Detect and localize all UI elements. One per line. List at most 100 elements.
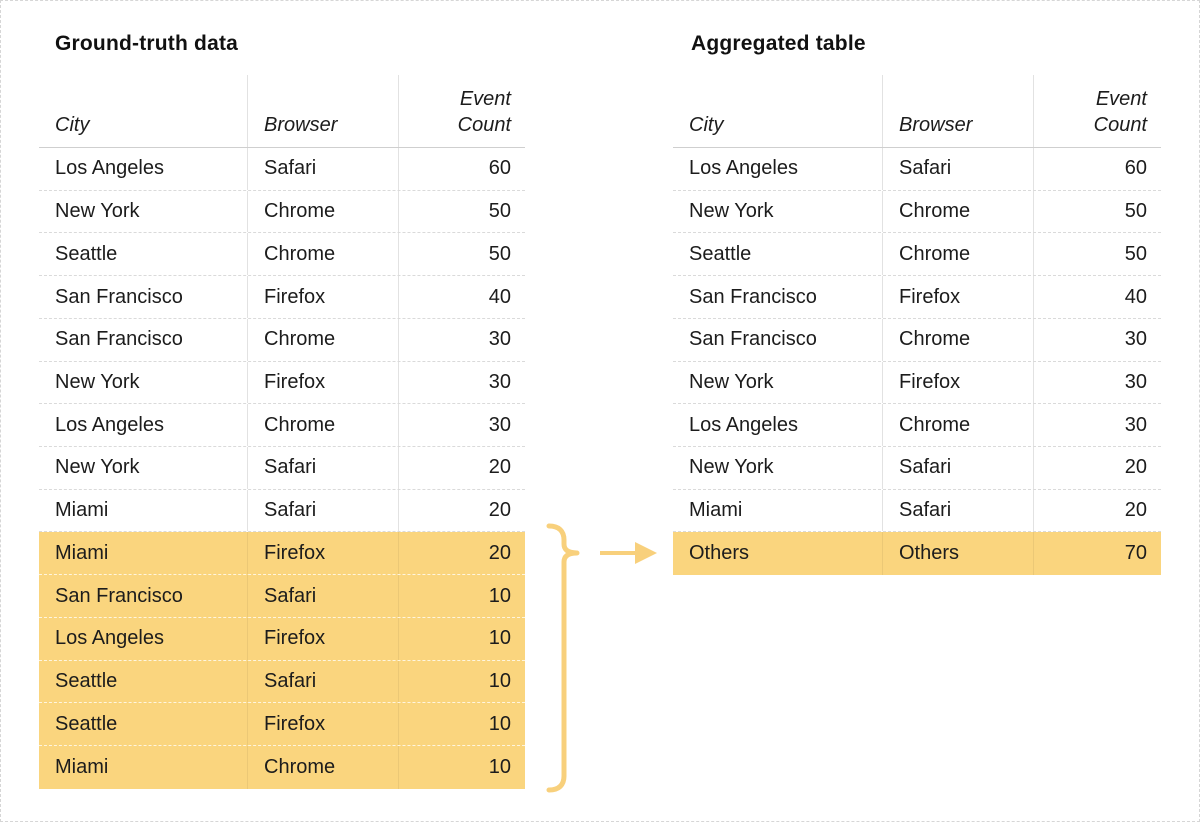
cell-event-count: 60 [1033,148,1161,190]
cell-event-count: 30 [398,404,525,447]
cell-city: Seattle [55,712,118,735]
table-row: New York Chrome 50 [673,190,1161,234]
cell-event-count: 40 [1033,276,1161,318]
cell-city: New York [55,200,140,223]
table-row-highlighted: Seattle Firefox 10 [39,703,525,747]
cell-city: Los Angeles [55,413,164,436]
cell-event-count: 20 [398,489,525,532]
table-row-highlighted: Miami Firefox 20 [39,532,525,576]
table-row: Los Angeles Chrome 30 [673,404,1161,448]
cell-event-count: 10 [398,575,525,617]
cell-browser: Firefox [882,361,1033,404]
cell-event-count: 60 [398,148,525,190]
cell-browser: Chrome [882,404,1033,447]
cell-event-count: 20 [1033,447,1161,489]
column-header-event-count: Event Count [398,75,525,147]
column-header-browser: Browser [882,75,1033,147]
cell-browser: Safari [247,660,398,703]
cell-city: Los Angeles [689,413,798,436]
cell-event-count: 10 [398,703,525,746]
header-row: City Browser Event Count [39,75,525,148]
cell-city: Los Angeles [689,157,798,180]
cell-event-count: 30 [398,318,525,361]
cell-event-count: 30 [1033,361,1161,404]
column-header-browser: Browser [247,75,398,147]
table-row: Los Angeles Chrome 30 [39,404,525,448]
cell-event-count: 50 [1033,190,1161,233]
cell-city: Los Angeles [55,627,164,650]
column-header-event-count: Event Count [1033,75,1161,147]
cell-city: Miami [689,499,743,522]
cell-city: New York [689,456,774,479]
cell-event-count: 50 [398,190,525,233]
cell-event-count: 10 [398,746,525,789]
table-row: Los Angeles Safari 60 [673,148,1161,191]
header-row: City Browser Event Count [673,75,1161,148]
table-row: Miami Safari 20 [673,489,1161,533]
cell-browser: Others [882,532,1033,576]
cell-city: Los Angeles [55,157,164,180]
aggregated-title: Aggregated table [691,32,866,55]
table-row-highlighted: Others Others 70 [673,532,1161,576]
cell-browser: Chrome [882,233,1033,276]
ground-truth-table: City Browser Event Count Los Angeles Safari 6… [39,75,525,789]
table-row: New York Firefox 30 [39,361,525,405]
table-row: San Francisco Chrome 30 [673,318,1161,362]
cell-browser: Firefox [882,276,1033,318]
cell-city: San Francisco [689,285,817,308]
cell-browser: Chrome [247,190,398,233]
table-row-highlighted: Los Angeles Firefox 10 [39,617,525,661]
cell-browser: Safari [882,447,1033,489]
cell-browser: Firefox [247,703,398,746]
cell-city: Miami [55,755,109,778]
cell-browser: Safari [247,489,398,532]
table-row-highlighted: Miami Chrome 10 [39,746,525,789]
cell-browser: Chrome [247,746,398,789]
cell-browser: Firefox [247,276,398,318]
table-row: Seattle Chrome 50 [39,233,525,277]
cell-event-count: 30 [1033,404,1161,447]
table-row: New York Safari 20 [673,447,1161,490]
table-row: San Francisco Firefox 40 [39,276,525,319]
cell-browser: Chrome [247,233,398,276]
table-row-highlighted: San Francisco Safari 10 [39,575,525,618]
table-row: Miami Safari 20 [39,489,525,533]
cell-city: San Francisco [55,328,183,351]
cell-event-count: 20 [398,447,525,489]
cell-browser: Firefox [247,361,398,404]
cell-city: San Francisco [55,584,183,607]
aggregated-table: City Browser Event Count Los Angeles Safari 6… [673,75,1161,576]
cell-event-count: 30 [1033,318,1161,361]
column-header-city: City [689,114,724,136]
cell-city: Others [689,542,750,565]
cell-city: Miami [55,499,109,522]
table-row: New York Chrome 50 [39,190,525,234]
cell-event-count: 50 [398,233,525,276]
cell-event-count: 40 [398,276,525,318]
table-row-highlighted: Seattle Safari 10 [39,660,525,704]
cell-browser: Safari [882,148,1033,190]
ground-truth-title: Ground-truth data [55,32,239,55]
table-row: San Francisco Chrome 30 [39,318,525,362]
table-row: New York Firefox 30 [673,361,1161,405]
cell-city: Seattle [55,669,118,692]
cell-browser: Safari [247,575,398,617]
cell-city: New York [55,456,140,479]
cell-browser: Chrome [247,404,398,447]
cell-city: San Francisco [55,285,183,308]
cell-city: New York [55,370,140,393]
cell-city: New York [689,200,774,223]
table-row: Los Angeles Safari 60 [39,148,525,191]
cell-event-count: 20 [1033,489,1161,532]
cell-browser: Safari [247,447,398,489]
table-row: Seattle Chrome 50 [673,233,1161,277]
cell-browser: Firefox [247,532,398,575]
cell-event-count: 30 [398,361,525,404]
cell-city: San Francisco [689,328,817,351]
cell-browser: Safari [247,148,398,190]
table-row: San Francisco Firefox 40 [673,276,1161,319]
cell-browser: Chrome [882,318,1033,361]
cell-event-count: 10 [398,617,525,660]
cell-event-count: 70 [1033,532,1161,576]
